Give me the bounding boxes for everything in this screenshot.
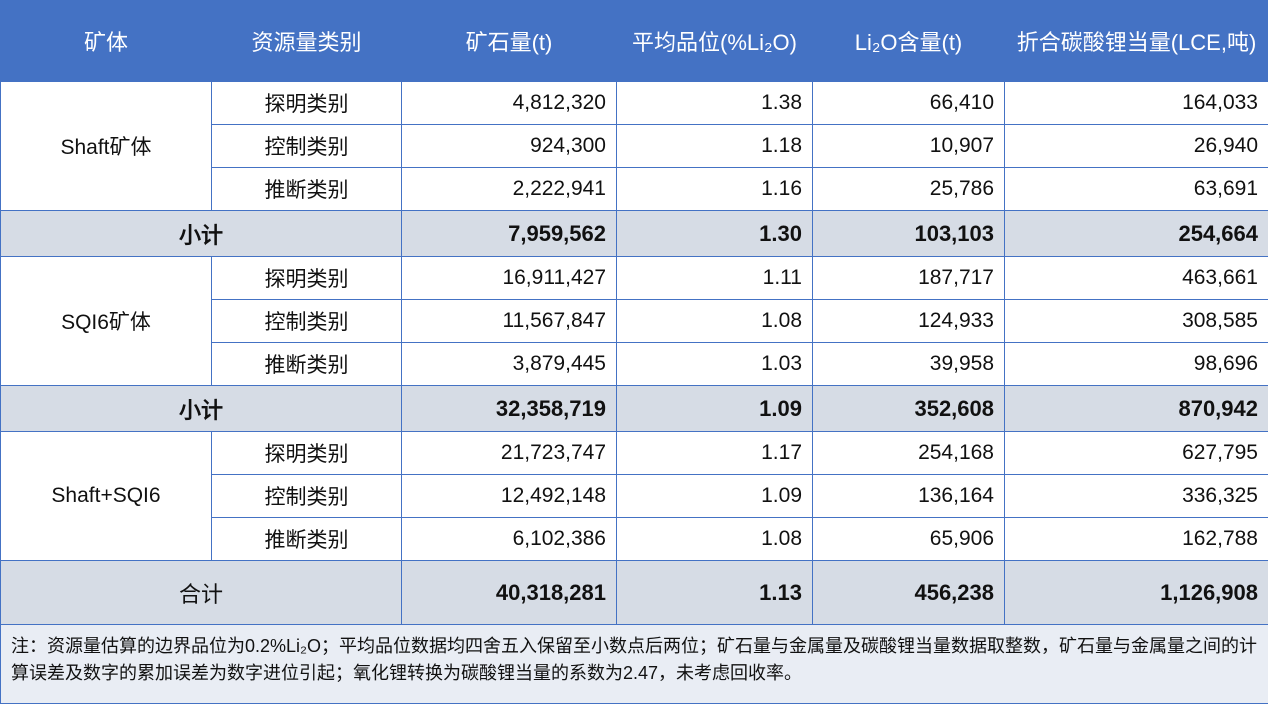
value-cell: 63,691 (1004, 167, 1268, 211)
value-cell: 25,786 (812, 167, 1005, 211)
resource-category: 探明类别 (211, 431, 402, 475)
value-cell: 456,238 (812, 560, 1005, 625)
value-cell: 26,940 (1004, 124, 1268, 168)
total-row: 合计 40,318,281 1.13 456,238 1,126,908 (0, 560, 1268, 625)
value-cell: 6,102,386 (401, 517, 617, 561)
value-cell: 16,911,427 (401, 256, 617, 300)
subtotal-row: 小计 32,358,719 1.09 352,608 870,942 (0, 385, 1268, 432)
value-cell: 1.11 (616, 256, 813, 300)
table-row: 推断类别 3,879,445 1.03 39,958 98,696 (1, 342, 1268, 386)
value-cell: 336,325 (1004, 474, 1268, 518)
value-cell: 308,585 (1004, 299, 1268, 343)
table-row: 控制类别 924,300 1.18 10,907 26,940 (1, 124, 1268, 168)
value-cell: 12,492,148 (401, 474, 617, 518)
value-cell: 1.18 (616, 124, 813, 168)
value-cell: 66,410 (812, 81, 1005, 125)
value-cell: 254,664 (1004, 210, 1268, 257)
value-cell: 136,164 (812, 474, 1005, 518)
value-cell: 39,958 (812, 342, 1005, 386)
column-header: 折合碳酸锂当量(LCE,吨) (1004, 0, 1268, 82)
value-cell: 164,033 (1004, 81, 1268, 125)
value-cell: 627,795 (1004, 431, 1268, 475)
subtotal-row: 小计 7,959,562 1.30 103,103 254,664 (0, 210, 1268, 257)
value-cell: 352,608 (812, 385, 1005, 432)
column-header: 平均品位(%Li₂O) (616, 0, 813, 82)
value-cell: 1.03 (616, 342, 813, 386)
table-row: Shaft+SQI6 探明类别 21,723,747 1.17 254,168 627,7… (0, 431, 1268, 561)
value-cell: 1,126,908 (1004, 560, 1268, 625)
table-row: Shaft矿体 探明类别 4,812,320 1.38 66,410 164,033 (0, 81, 1268, 211)
value-cell: 1.09 (616, 385, 813, 432)
resource-category: 控制类别 (211, 299, 402, 343)
table-row: SQI6矿体 探明类别 16,911,427 1.11 187,717 463,661 (0, 256, 1268, 386)
value-cell: 1.09 (616, 474, 813, 518)
value-cell: 162,788 (1004, 517, 1268, 561)
orebody-name: Shaft矿体 (0, 81, 212, 211)
column-header: 矿体 (0, 0, 212, 82)
column-header: Li₂O含量(t) (812, 0, 1005, 82)
value-cell: 65,906 (812, 517, 1005, 561)
value-cell: 7,959,562 (401, 210, 617, 257)
table-row: 推断类别 2,222,941 1.16 25,786 63,691 (1, 167, 1268, 211)
footnote: 注：资源量估算的边界品位为0.2%Li₂O；平均品位数据均四舍五入保留至小数点后… (0, 624, 1268, 704)
table-row: 推断类别 6,102,386 1.08 65,906 162,788 (1, 517, 1268, 561)
header-row: 矿体 资源量类别 矿石量(t) 平均品位(%Li₂O) Li₂O含量(t) 折合碳酸锂当量… (0, 0, 1268, 82)
table-row: 控制类别 12,492,148 1.09 136,164 336,325 (1, 474, 1268, 518)
value-cell: 98,696 (1004, 342, 1268, 386)
value-cell: 103,103 (812, 210, 1005, 257)
note-row: 注：资源量估算的边界品位为0.2%Li₂O；平均品位数据均四舍五入保留至小数点后… (0, 624, 1268, 704)
value-cell: 32,358,719 (401, 385, 617, 432)
resource-category: 推断类别 (211, 167, 402, 211)
column-header: 资源量类别 (211, 0, 402, 82)
column-header: 矿石量(t) (401, 0, 617, 82)
value-cell: 1.30 (616, 210, 813, 257)
value-cell: 463,661 (1004, 256, 1268, 300)
value-cell: 40,318,281 (401, 560, 617, 625)
value-cell: 187,717 (812, 256, 1005, 300)
orebody-name: SQI6矿体 (0, 256, 212, 386)
value-cell: 21,723,747 (401, 431, 617, 475)
value-cell: 11,567,847 (401, 299, 617, 343)
table-row: 控制类别 11,567,847 1.08 124,933 308,585 (1, 299, 1268, 343)
value-cell: 1.08 (616, 517, 813, 561)
resource-category: 控制类别 (211, 474, 402, 518)
value-cell: 924,300 (401, 124, 617, 168)
subtotal-label: 小计 (0, 385, 402, 432)
value-cell: 4,812,320 (401, 81, 617, 125)
value-cell: 1.16 (616, 167, 813, 211)
value-cell: 1.17 (616, 431, 813, 475)
value-cell: 2,222,941 (401, 167, 617, 211)
value-cell: 1.13 (616, 560, 813, 625)
value-cell: 1.08 (616, 299, 813, 343)
value-cell: 254,168 (812, 431, 1005, 475)
value-cell: 10,907 (812, 124, 1005, 168)
value-cell: 870,942 (1004, 385, 1268, 432)
resource-category: 探明类别 (211, 256, 402, 300)
resource-category: 控制类别 (211, 124, 402, 168)
subtotal-label: 小计 (0, 210, 402, 257)
orebody-name: Shaft+SQI6 (0, 431, 212, 561)
total-label: 合计 (0, 560, 402, 625)
resource-category: 推断类别 (211, 342, 402, 386)
value-cell: 3,879,445 (401, 342, 617, 386)
resource-category: 探明类别 (211, 81, 402, 125)
resource-category: 推断类别 (211, 517, 402, 561)
value-cell: 1.38 (616, 81, 813, 125)
value-cell: 124,933 (812, 299, 1005, 343)
